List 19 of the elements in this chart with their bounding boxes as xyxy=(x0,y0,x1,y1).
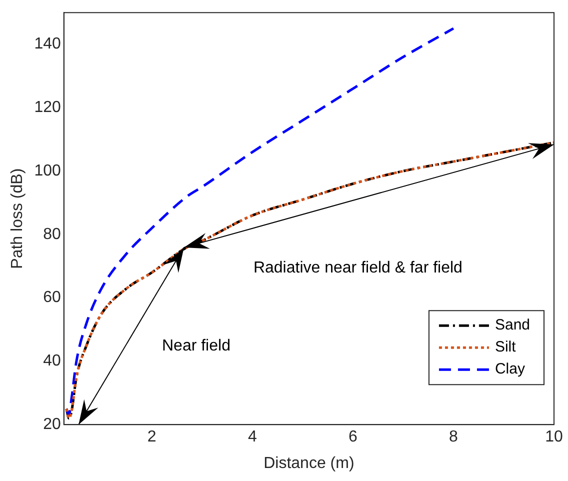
x-axis-title: Distance (m) xyxy=(264,454,354,472)
annotation: Radiative near field & far field xyxy=(253,259,462,276)
y-tick-label: 20 xyxy=(43,416,61,434)
legend-label: Sand xyxy=(494,316,530,334)
x-tick-label: 2 xyxy=(147,428,156,446)
y-tick-label: 40 xyxy=(43,352,61,370)
x-tick-label: 10 xyxy=(545,428,563,446)
y-tick-label: 140 xyxy=(34,36,61,53)
y-tick-label: 60 xyxy=(43,289,61,306)
y-tick-label: 80 xyxy=(43,226,61,243)
y-tick-label: 120 xyxy=(34,99,61,116)
annotation: Near field xyxy=(162,338,230,355)
legend-label: Clay xyxy=(494,360,526,378)
y-tick-label: 100 xyxy=(34,162,61,180)
y-axis-title: Path loss (dB) xyxy=(9,168,26,269)
x-tick-label: 8 xyxy=(449,428,458,446)
x-tick-label: 4 xyxy=(248,428,257,446)
x-tick-label: 6 xyxy=(348,428,358,446)
legend-label: Silt xyxy=(494,338,517,356)
